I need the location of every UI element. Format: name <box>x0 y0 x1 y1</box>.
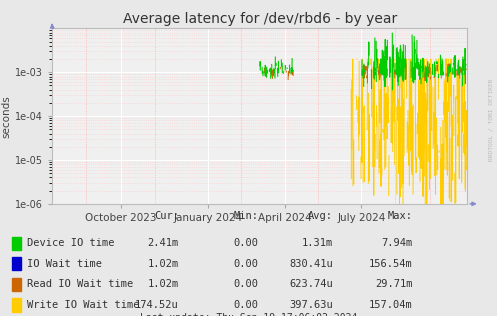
Text: 0.00: 0.00 <box>234 238 258 248</box>
Text: 1.02m: 1.02m <box>148 259 179 269</box>
Text: Min:: Min: <box>234 211 258 221</box>
Text: 1.31m: 1.31m <box>302 238 333 248</box>
Text: Cur:: Cur: <box>154 211 179 221</box>
Text: 623.74u: 623.74u <box>289 279 333 289</box>
Text: 0.00: 0.00 <box>234 259 258 269</box>
Text: Max:: Max: <box>388 211 413 221</box>
Text: 29.71m: 29.71m <box>375 279 413 289</box>
Text: 0.00: 0.00 <box>234 300 258 310</box>
Text: 1.02m: 1.02m <box>148 279 179 289</box>
Text: 157.04m: 157.04m <box>369 300 413 310</box>
Text: 7.94m: 7.94m <box>381 238 413 248</box>
Text: Avg:: Avg: <box>308 211 333 221</box>
Text: 156.54m: 156.54m <box>369 259 413 269</box>
Text: 397.63u: 397.63u <box>289 300 333 310</box>
Text: Device IO time: Device IO time <box>27 238 115 248</box>
Text: 0.00: 0.00 <box>234 279 258 289</box>
Text: 2.41m: 2.41m <box>148 238 179 248</box>
Text: RRDTOOL / TOBI OETIKER: RRDTOOL / TOBI OETIKER <box>489 79 494 161</box>
Text: 174.52u: 174.52u <box>135 300 179 310</box>
Text: 830.41u: 830.41u <box>289 259 333 269</box>
Y-axis label: seconds: seconds <box>1 95 11 137</box>
Text: Last update: Thu Sep 19 17:06:02 2024: Last update: Thu Sep 19 17:06:02 2024 <box>140 313 357 316</box>
Text: Write IO Wait time: Write IO Wait time <box>27 300 140 310</box>
Title: Average latency for /dev/rbd6 - by year: Average latency for /dev/rbd6 - by year <box>123 12 397 26</box>
Text: IO Wait time: IO Wait time <box>27 259 102 269</box>
Text: Read IO Wait time: Read IO Wait time <box>27 279 134 289</box>
